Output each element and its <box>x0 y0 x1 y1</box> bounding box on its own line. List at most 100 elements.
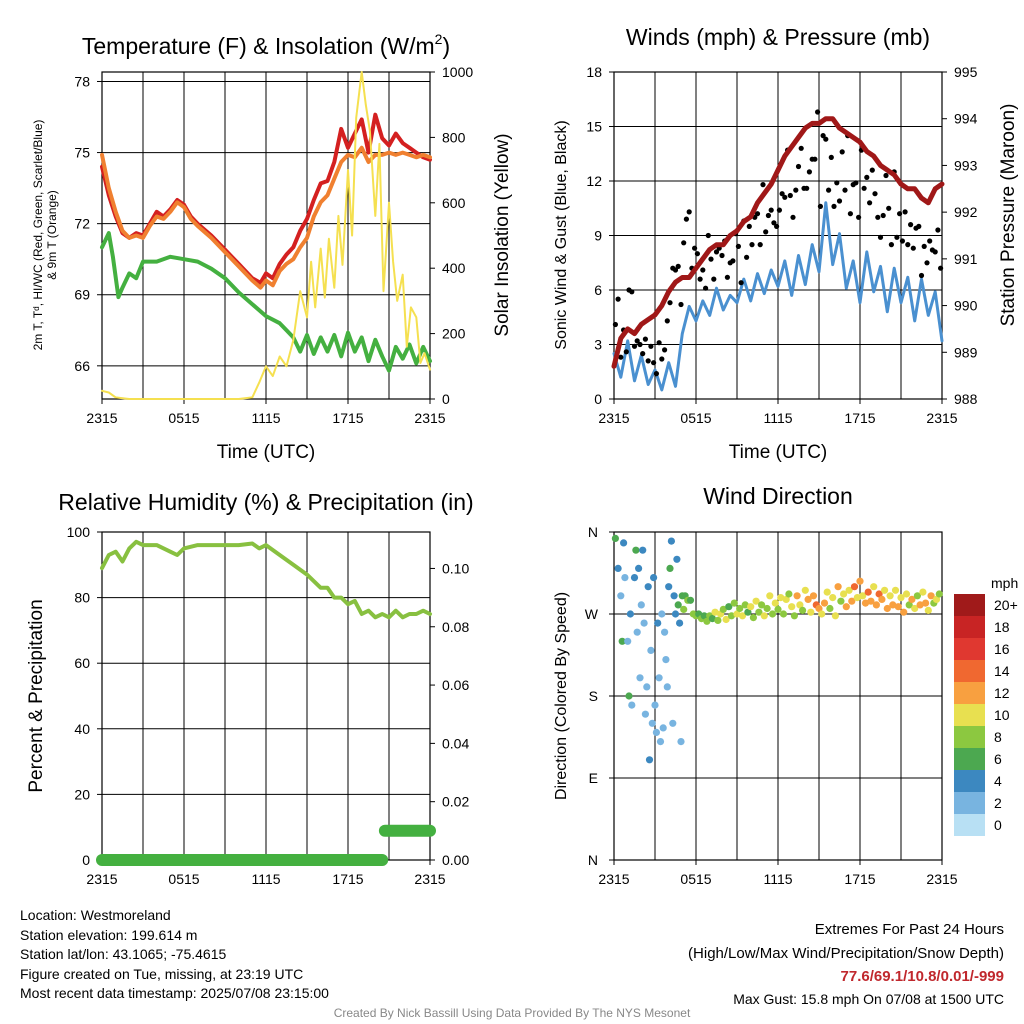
dir-title: Wind Direction <box>703 483 853 509</box>
direction-point <box>677 738 685 746</box>
direction-point <box>727 612 736 620</box>
wind-xtick-label: 1715 <box>844 410 875 426</box>
direction-point <box>774 605 782 614</box>
gust-point <box>880 212 886 219</box>
direction-point <box>661 628 669 636</box>
rh-xtick-label: 1715 <box>332 871 363 887</box>
gust-point <box>623 349 629 355</box>
rh-xtick-label: 0515 <box>168 871 199 887</box>
direction-point <box>741 601 749 609</box>
gust-point <box>864 174 870 180</box>
gust-point <box>790 214 796 220</box>
wind-ytick-right-label: 990 <box>954 298 978 314</box>
direction-point <box>913 592 922 600</box>
gust-point <box>918 272 925 279</box>
temp-ylabel-left-line1: 2m T, Tᵈ, HI/WC (Red, Green, Scarlet/Blu… <box>31 120 45 351</box>
gust-point <box>897 211 903 217</box>
gust-point <box>869 167 875 173</box>
gust-point <box>763 229 769 235</box>
gust-point <box>612 321 619 328</box>
direction-point <box>927 592 935 600</box>
direction-point <box>686 596 695 604</box>
temp-xtick-label: 1715 <box>332 410 363 426</box>
direction-point <box>670 592 678 600</box>
wind-ytick-left-label: 18 <box>586 64 602 80</box>
gust-point <box>757 242 763 248</box>
gust-point <box>795 163 802 170</box>
direction-point <box>779 610 788 618</box>
direction-point <box>736 604 744 613</box>
gust-point <box>760 182 766 188</box>
gust-point <box>902 209 908 215</box>
wind-ytick-right-label: 995 <box>954 64 978 80</box>
legend-label: 12 <box>994 685 1010 701</box>
direction-point <box>738 612 747 620</box>
direction-point <box>645 756 654 764</box>
gust-point <box>662 347 668 353</box>
temp-ytick-left-label: 75 <box>74 145 90 161</box>
direction-point <box>730 599 738 607</box>
direction-point <box>886 592 894 600</box>
direction-point <box>719 605 727 614</box>
gust-point <box>768 207 774 213</box>
location-text: Location: Westmoreland <box>20 907 171 923</box>
gust-point <box>637 341 643 348</box>
gust-point <box>640 351 646 357</box>
direction-point <box>840 590 848 598</box>
max-gust-text: Max Gust: 15.8 mph On 07/08 at 1500 UTC <box>733 991 1004 1007</box>
direction-point <box>648 719 656 727</box>
gust-point <box>924 260 930 266</box>
wind-ytick-left-label: 9 <box>594 228 602 244</box>
gust-point <box>875 214 881 220</box>
direction-point <box>768 610 777 618</box>
gust-point <box>744 254 750 260</box>
temp-ylabel-right: Solar Insolation (Yellow) <box>492 133 513 336</box>
gust-point <box>738 280 744 286</box>
gust-point <box>672 267 679 273</box>
legend-label: 8 <box>994 729 1002 745</box>
temp-xtick-label: 2315 <box>86 410 117 426</box>
dir-ytick-left-label: N <box>588 524 598 540</box>
gust-point <box>735 243 742 249</box>
wind-ytick-right-label: 989 <box>954 344 978 360</box>
direction-point <box>674 601 682 609</box>
direction-point <box>842 603 850 611</box>
gust-point <box>615 296 621 302</box>
direction-point <box>782 595 790 604</box>
direction-point <box>935 590 943 598</box>
legend-swatch <box>954 770 985 792</box>
latlon-text: Station lat/lon: 43.1065; -75.4615 <box>20 946 227 963</box>
temp-ytick-left-label: 69 <box>74 287 90 303</box>
gust-point <box>730 258 736 264</box>
direction-point <box>897 594 905 602</box>
extremes-title: Extremes For Past 24 Hours <box>814 921 1004 938</box>
direction-point <box>837 597 845 605</box>
gust-point <box>856 214 862 220</box>
direction-point <box>807 608 815 616</box>
gust-point <box>853 180 859 186</box>
gust-point <box>899 238 906 244</box>
legend-label: 18 <box>994 619 1010 635</box>
rh-xtick-label: 2315 <box>414 871 445 887</box>
direction-point <box>637 601 645 609</box>
direction-point <box>665 583 673 591</box>
direction-point <box>666 564 674 573</box>
temp-plot: 2315 0515 1115 1715 2315 66 69 72 75 78 0 200 400 600… <box>31 31 513 463</box>
direction-point <box>924 606 932 615</box>
direction-point <box>624 637 632 645</box>
direction-point <box>911 604 919 613</box>
direction-point <box>856 577 864 585</box>
direction-point <box>788 603 796 611</box>
rh-ytick-left-label: 100 <box>67 524 91 540</box>
direction-point <box>651 701 659 709</box>
direction-point <box>708 615 717 623</box>
gust-point <box>806 169 813 175</box>
direction-point <box>663 683 671 691</box>
created-text: Figure created on Tue, missing, at 23:19… <box>20 965 304 982</box>
direction-point <box>905 601 913 609</box>
direction-point <box>640 619 648 627</box>
gust-point <box>842 187 848 193</box>
direction-point <box>747 603 755 611</box>
station-info: Location: Westmoreland Station elevation… <box>20 906 329 1004</box>
gust-point <box>629 289 635 295</box>
